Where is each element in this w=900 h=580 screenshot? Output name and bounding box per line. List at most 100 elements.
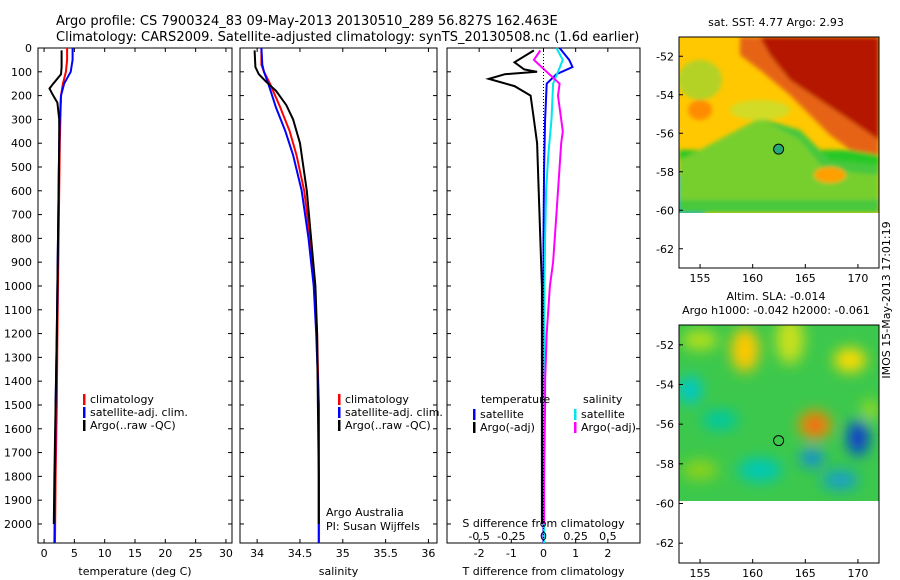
y-tick-label: 400	[11, 137, 32, 150]
legend-swatch	[83, 407, 86, 418]
map-x-tick-label: 160	[742, 567, 763, 580]
x-tick-label: 2	[604, 547, 611, 560]
sst-map-panel: sat. SST: 4.77 Argo: 2.93 155 160 165 170 -5…	[656, 16, 880, 285]
y-tick-label: 1700	[4, 447, 32, 460]
credit-line1: Argo Australia	[326, 506, 404, 519]
y-tick-label: 1800	[4, 470, 32, 483]
y-tick-label: 1900	[4, 494, 32, 507]
map-y-tick-label: -54	[656, 379, 674, 392]
legend-swatch	[473, 409, 476, 420]
series-line-satellite	[260, 47, 320, 543]
x-tick-label: 34.5	[288, 547, 313, 560]
y-tick-label: 1500	[4, 399, 32, 412]
legend-label: Argo(-adj)	[480, 421, 535, 434]
side-note: IMOS 15-May-2013 17:01:19	[880, 221, 893, 378]
legend-swatch	[83, 420, 86, 431]
x2-tick-label: 0.5	[599, 530, 617, 543]
x-tick-label: 15	[128, 547, 142, 560]
series-line-argo_diff_s	[532, 49, 564, 524]
legend-label: climatology	[90, 393, 154, 406]
sst-map-title: sat. SST: 4.77 Argo: 2.93	[708, 16, 844, 29]
legend-heading: salinity	[583, 393, 623, 406]
legend-label: climatology	[345, 393, 409, 406]
x2-tick-label: 0.25	[563, 530, 588, 543]
x-tick-label: 35	[336, 547, 350, 560]
map-x-tick-label: 160	[742, 272, 763, 285]
sla-map-subtitle: Argo h1000: -0.042 h2000: -0.061	[682, 304, 870, 317]
legend-label: satellite	[480, 408, 524, 421]
plot-frame	[37, 47, 233, 544]
map-x-tick-label: 155	[690, 567, 711, 580]
y-tick-label: 100	[11, 66, 32, 79]
x-axis-label: T difference from climatology	[462, 565, 625, 578]
x2-tick-label: -0.25	[497, 530, 525, 543]
map-x-tick-label: 165	[795, 567, 816, 580]
map-x-tick-label: 165	[795, 272, 816, 285]
x-axis-label: temperature (deg C)	[78, 565, 191, 578]
credit-line2: PI: Susan Wijffels	[326, 520, 420, 533]
y-tick-label: 1100	[4, 304, 32, 317]
x-tick-label: 36	[421, 547, 435, 560]
y-tick-label: 900	[11, 256, 32, 269]
y-tick-label: 500	[11, 161, 32, 174]
series-line-satellite	[542, 47, 574, 543]
x2-tick-label: 0	[540, 530, 547, 543]
sla-field	[679, 325, 879, 501]
map-y-tick-label: -60	[656, 498, 674, 511]
x-tick-label: 10	[98, 547, 112, 560]
y-tick-label: 1300	[4, 351, 32, 364]
sst-axes: 155 160 165 170 -52 -54 -56 -58 -60 -62	[656, 50, 868, 285]
map-y-tick-label: -58	[656, 166, 674, 179]
map-y-tick-label: -62	[656, 243, 674, 256]
y-tick-label: 600	[11, 185, 32, 198]
y-tick-label: 800	[11, 232, 32, 245]
y-tick-label: 700	[11, 209, 32, 222]
y-tick-label: 1600	[4, 423, 32, 436]
y-tick-label: 2000	[4, 518, 32, 531]
map-x-tick-label: 155	[690, 272, 711, 285]
x-tick-label: 34	[250, 547, 264, 560]
y-tick-label: 1200	[4, 328, 32, 341]
header-line1: Argo profile: CS 7900324_83 09-May-2013 …	[56, 14, 558, 29]
x-tick-label: 35.5	[373, 547, 398, 560]
legend-heading: temperature	[481, 393, 550, 406]
y-tick-label: 0	[25, 42, 32, 55]
legend-label: satellite-adj. clim.	[345, 406, 443, 419]
map-x-tick-label: 170	[847, 567, 868, 580]
x-tick-label: -2	[474, 547, 485, 560]
map-y-tick-label: -54	[656, 89, 674, 102]
legend-label: satellite-adj. clim.	[90, 406, 188, 419]
x-tick-label: -1	[506, 547, 517, 560]
x-tick-label: 20	[158, 547, 172, 560]
legend-swatch	[338, 407, 341, 418]
x-tick-label: 0	[540, 547, 547, 560]
legend-label: Argo(-adj)	[581, 421, 636, 434]
map-y-tick-label: -58	[656, 458, 674, 471]
map-y-tick-label: -60	[656, 204, 674, 217]
x-tick-label: 5	[71, 547, 78, 560]
x-tick-label: 25	[189, 547, 203, 560]
y-tick-label: 1000	[4, 280, 32, 293]
difference-panel: -2 -1 0 1 2 T difference from climatology -0.5…	[446, 47, 641, 578]
legend-label: Argo(..raw -QC)	[345, 419, 431, 432]
legend-swatch	[574, 409, 577, 420]
series-line-argo	[48, 50, 63, 525]
x-axis-label: salinity	[319, 565, 359, 578]
series-line-argo	[253, 50, 320, 524]
sla-float-marker	[773, 435, 785, 447]
map-y-tick-label: -52	[656, 50, 674, 63]
legend-swatch	[338, 420, 341, 431]
legend-swatch	[338, 394, 341, 405]
series-line-climatology	[260, 48, 320, 543]
header-line2: Climatology: CARS2009. Satellite-adjuste…	[56, 30, 640, 45]
map-y-tick-label: -56	[656, 127, 674, 140]
y-tick-label: 300	[11, 113, 32, 126]
map-x-tick-label: 170	[847, 272, 868, 285]
sla-map-panel: Altim. SLA: -0.014 Argo h1000: -0.042 h2…	[656, 290, 880, 580]
x2-axis-label: S difference from climatology	[462, 517, 625, 530]
plot-frame	[239, 47, 438, 544]
series-line-argo	[485, 49, 543, 524]
y-tick-label: 200	[11, 90, 32, 103]
map-y-tick-label: -52	[656, 339, 674, 352]
